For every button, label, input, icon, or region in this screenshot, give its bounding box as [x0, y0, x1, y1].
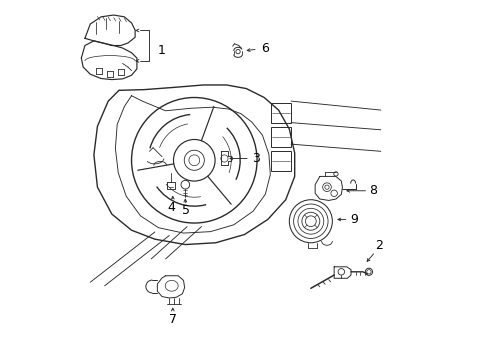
Bar	[271, 127, 290, 147]
Text: 1: 1	[158, 44, 165, 57]
Text: 4: 4	[167, 202, 175, 215]
Text: 5: 5	[182, 204, 189, 217]
Text: 7: 7	[169, 312, 177, 326]
Text: 6: 6	[261, 41, 268, 54]
Text: 9: 9	[349, 213, 357, 226]
Bar	[271, 103, 290, 123]
Bar	[271, 151, 290, 171]
Text: 8: 8	[369, 184, 377, 197]
Text: 2: 2	[374, 239, 382, 252]
Text: 3: 3	[252, 152, 260, 165]
